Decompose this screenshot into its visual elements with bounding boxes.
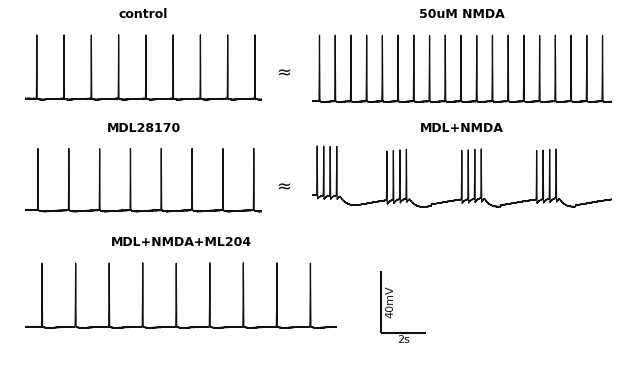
Text: 2s: 2s	[397, 335, 409, 345]
Title: MDL28170: MDL28170	[107, 122, 180, 135]
Title: control: control	[119, 8, 168, 21]
Title: MDL+NMDA+ML204: MDL+NMDA+ML204	[110, 236, 251, 249]
Title: MDL+NMDA: MDL+NMDA	[420, 122, 504, 135]
Title: 50uM NMDA: 50uM NMDA	[419, 8, 505, 21]
Text: ≈: ≈	[276, 65, 291, 82]
Text: ≈: ≈	[276, 179, 291, 197]
Text: 40mV: 40mV	[386, 286, 396, 318]
